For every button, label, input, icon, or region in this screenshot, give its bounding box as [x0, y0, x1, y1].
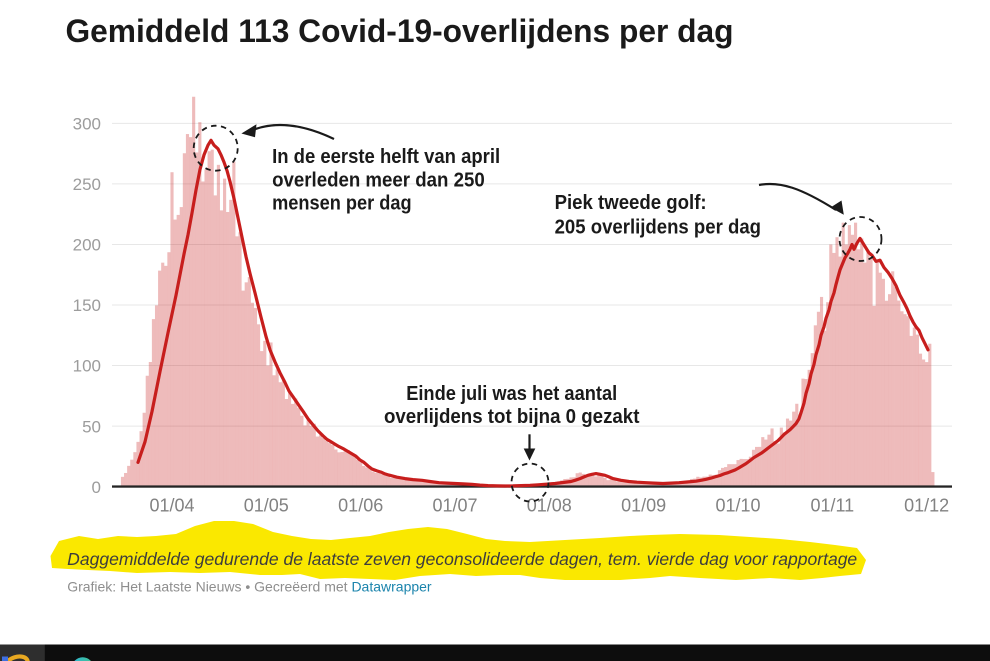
svg-text:01/06: 01/06 [338, 496, 383, 516]
svg-text:50: 50 [82, 417, 101, 436]
svg-text:250: 250 [73, 175, 101, 194]
svg-text:300: 300 [73, 115, 101, 134]
svg-text:205 overlijdens per dag: 205 overlijdens per dag [555, 217, 761, 239]
svg-text:01/09: 01/09 [621, 496, 666, 516]
svg-text:150: 150 [73, 296, 101, 315]
svg-text:Piek tweede golf:: Piek tweede golf: [555, 192, 707, 214]
svg-text:overlijdens tot bijna 0 gezakt: overlijdens tot bijna 0 gezakt [384, 406, 640, 428]
svg-text:01/10: 01/10 [715, 496, 760, 516]
svg-text:200: 200 [73, 236, 101, 255]
svg-text:In de eerste helft van april: In de eerste helft van april [272, 146, 500, 168]
svg-text:100: 100 [73, 357, 101, 376]
svg-text:mensen per dag: mensen per dag [272, 193, 412, 215]
svg-text:0: 0 [92, 478, 101, 497]
svg-text:01/07: 01/07 [432, 496, 477, 516]
svg-text:overleden meer dan 250: overleden meer dan 250 [272, 169, 485, 191]
svg-text:Gemiddeld 113 Covid-19-overlij: Gemiddeld 113 Covid-19-overlijdens per d… [66, 13, 734, 49]
svg-text:01/11: 01/11 [810, 496, 854, 516]
svg-text:01/05: 01/05 [244, 496, 289, 516]
svg-text:01/08: 01/08 [527, 496, 572, 516]
svg-text:Daggemiddelde gedurende de laa: Daggemiddelde gedurende de laatste zeven… [67, 549, 857, 569]
svg-text:Einde juli was het aantal: Einde juli was het aantal [406, 383, 617, 405]
svg-text:01/12: 01/12 [904, 496, 949, 516]
svg-text:01/04: 01/04 [149, 496, 194, 516]
svg-text:Grafiek: Het Laatste Nieuws •: Grafiek: Het Laatste Nieuws • Gecreëerd … [67, 579, 432, 595]
